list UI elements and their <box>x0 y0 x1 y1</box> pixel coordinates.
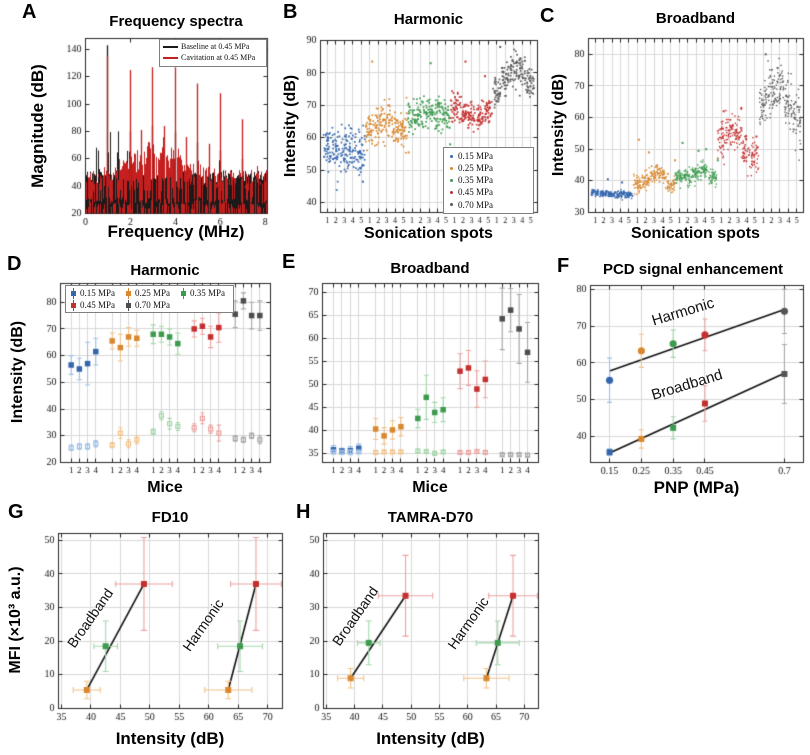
legend-item: 0.15 MPa <box>444 150 533 162</box>
legend-item: 0.70 MPa <box>123 299 178 311</box>
panel-c-plot-canvas <box>535 0 810 250</box>
panel-d-y-axis-label: Intensity (dB) <box>9 320 26 424</box>
pressure-dot-swatch <box>450 178 453 182</box>
panel-h-x-axis-label: Intensity (dB) <box>376 729 485 748</box>
errorbar-marker-swatch <box>125 299 132 311</box>
panel-f-x-axis-label: PNP (MPa) <box>653 478 740 497</box>
legend-label: 0.70 MPa <box>458 199 494 210</box>
legend-item: Baseline at 0.45 MPa <box>162 42 264 53</box>
panel-b-y-axis-label: Intensity (dB) <box>282 74 299 178</box>
legend-label: 0.25 MPa <box>135 288 171 298</box>
panel-h-letter: H <box>296 501 311 523</box>
panel-b-title: Harmonic <box>393 11 464 28</box>
pressure-dot-swatch <box>450 203 453 207</box>
panel-f-letter: F <box>557 255 570 277</box>
panel-a-frequency-spectra: A Frequency spectra Magnitude (dB) Frequ… <box>0 0 270 250</box>
legend-label: 0.15 MPa <box>80 288 116 298</box>
baseline-line-swatch <box>163 46 178 49</box>
errorbar-marker-swatch <box>180 287 187 299</box>
cavitation-line-swatch <box>163 57 178 60</box>
panel-c-title: Broadband <box>655 10 736 27</box>
legend-label: 0.45 MPa <box>80 300 116 311</box>
legend-label: 0.35 MPa <box>190 288 226 298</box>
legend-item: 0.25 MPa <box>123 287 178 299</box>
panel-c-y-axis-label: Intensity (dB) <box>550 73 567 177</box>
errorbar-marker-swatch <box>125 287 132 299</box>
legend-item: 0.25 MPa <box>444 162 533 174</box>
panel-d-title: Harmonic <box>130 262 200 279</box>
pressure-dot-swatch <box>450 190 453 194</box>
panel-f-title: PCD signal enhancement <box>602 261 784 278</box>
panel-d-x-axis-label: Mice <box>147 479 183 496</box>
panel-c-letter: C <box>540 5 555 27</box>
panel-c-x-axis-label: Sonication spots <box>631 225 760 242</box>
panel-e-plot-canvas <box>280 250 540 495</box>
errorbar-marker-swatch <box>70 287 77 299</box>
panel-g-y-axis-label: MFI (×10³ a.u.) <box>7 566 24 674</box>
panel-h-plot-canvas <box>295 495 540 755</box>
legend-item: 0.35 MPa <box>444 174 533 186</box>
panel-b-harmonic-scatter: B Harmonic Intensity (dB) Sonication spo… <box>270 0 540 250</box>
panel-h-tamra-d70: H TAMRA-D70 Intensity (dB) Broadband Har… <box>295 495 540 755</box>
panel-d-harmonic-mice: D Harmonic Intensity (dB) Mice 0.15 MPa … <box>0 250 280 496</box>
legend-item: 0.45 MPa <box>68 299 123 311</box>
panel-a-y-axis-label: Magnitude (dB) <box>28 64 47 188</box>
legend-item: Cavitation at 0.45 MPa <box>162 53 264 64</box>
legend-label: 0.70 MPa <box>135 300 171 311</box>
panel-e-broadband-mice: E Broadband Mice <box>280 250 540 496</box>
legend-item: 0.35 MPa <box>178 287 233 299</box>
pressure-dot-swatch <box>450 166 453 170</box>
panel-e-x-axis-label: Mice <box>412 479 448 496</box>
legend-item: 0.70 MPa <box>444 199 533 211</box>
panel-f-plot-canvas <box>540 250 810 495</box>
panel-h-title: TAMRA-D70 <box>387 509 474 526</box>
panel-b-legend: 0.15 MPa 0.25 MPa 0.35 MPa 0.45 MPa 0.70… <box>443 147 534 214</box>
panel-g-letter: G <box>8 501 24 523</box>
legend-label: 0.25 MPa <box>458 163 494 174</box>
panel-g-title: FD10 <box>151 509 189 526</box>
legend-item: 0.15 MPa <box>68 287 123 299</box>
panel-a-letter: A <box>22 1 37 23</box>
panel-d-legend: 0.15 MPa 0.25 MPa 0.35 MPa 0.45 MPa 0.70… <box>65 285 234 314</box>
legend-label: 0.15 MPa <box>458 151 494 161</box>
panel-g-x-axis-label: Intensity (dB) <box>115 729 225 748</box>
legend-item: 0.45 MPa <box>444 186 533 198</box>
legend-label: 0.45 MPa <box>458 187 494 198</box>
panel-b-letter: B <box>283 1 298 23</box>
legend-label: Baseline at 0.45 MPa <box>181 42 250 51</box>
panel-g-plot-canvas <box>0 495 300 755</box>
panel-g-fd10: G FD10 MFI (×10³ a.u.) Intensity (dB) Br… <box>0 495 300 755</box>
panel-f-pcd-enhancement: F PCD signal enhancement PNP (MPa) Harmo… <box>540 250 810 497</box>
panel-d-letter: D <box>7 253 22 275</box>
panel-a-legend: Baseline at 0.45 MPa Cavitation at 0.45 … <box>159 39 267 67</box>
pressure-dot-swatch <box>450 154 453 158</box>
panel-a-title: Frequency spectra <box>109 13 243 30</box>
panel-e-letter: E <box>282 251 296 273</box>
legend-label: 0.35 MPa <box>458 175 494 186</box>
panel-e-title: Broadband <box>390 260 470 277</box>
legend-label: Cavitation at 0.45 MPa <box>181 52 256 62</box>
panel-c-broadband-scatter: C Broadband Intensity (dB) Sonication sp… <box>535 0 810 250</box>
errorbar-marker-swatch <box>70 299 77 311</box>
panel-b-x-axis-label: Sonication spots <box>364 225 493 242</box>
panel-a-x-axis-label: Frequency (MHz) <box>107 222 245 241</box>
